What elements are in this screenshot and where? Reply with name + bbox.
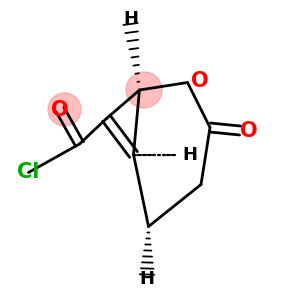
Text: H: H [182,146,197,164]
Text: O: O [51,100,69,119]
Text: O: O [240,121,257,140]
Text: H: H [140,270,154,288]
Text: Cl: Cl [17,163,40,182]
Circle shape [126,72,162,108]
Text: H: H [123,11,138,28]
Circle shape [48,93,81,126]
Text: O: O [191,71,209,91]
